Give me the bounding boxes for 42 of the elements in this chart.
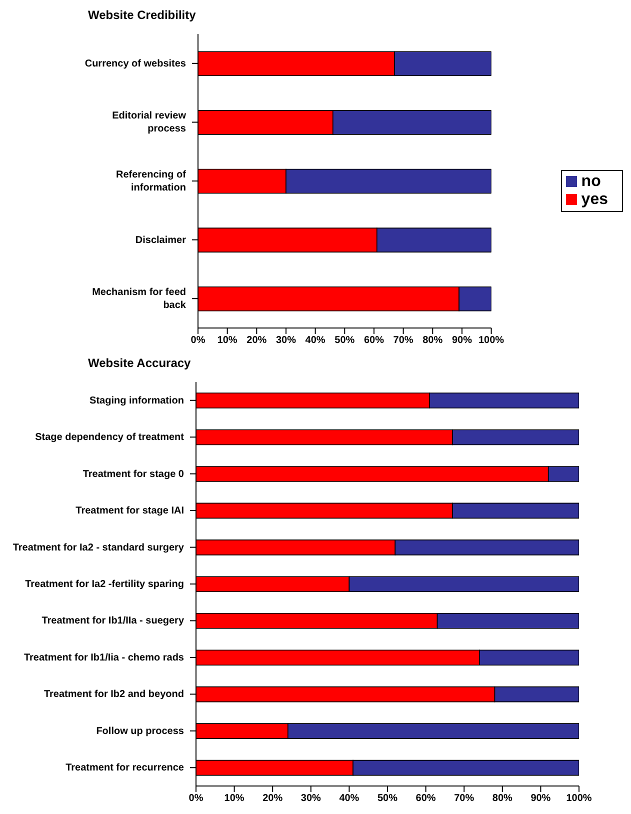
x-tick-label: 70%: [393, 335, 414, 346]
y-tick-label: Treatment for recurrence: [66, 762, 184, 774]
y-tick-label: Treatment for Ib1/Iia - chemo rads: [24, 652, 184, 663]
x-tick-label: 0%: [188, 793, 204, 804]
x-tick-label: 80%: [422, 335, 443, 346]
x-tick-label: 20%: [262, 793, 283, 804]
y-tick-label: Treatment for Ib2 and beyond: [44, 688, 184, 700]
x-tick-label: 40%: [305, 335, 326, 346]
x-tick-label: 50%: [334, 335, 355, 346]
x-tick-label: 100%: [478, 335, 504, 346]
x-tick-label: 20%: [246, 335, 267, 346]
chart-title: Website Credibility: [88, 8, 197, 24]
y-tick-label: Mechanism for feed back: [92, 286, 186, 311]
y-tick-label: Editorial review process: [112, 110, 186, 134]
x-tick-label: 80%: [492, 793, 513, 804]
x-tick-label: 90%: [530, 793, 551, 804]
x-tick-label: 60%: [416, 793, 436, 804]
x-tick-label: 70%: [454, 793, 474, 804]
x-tick-label: 40%: [339, 793, 360, 804]
y-tick-label: Treatment for stage IAI: [76, 505, 184, 516]
x-tick-label: 10%: [224, 793, 244, 804]
y-tick-label: Treatment for Ia2 -fertility sparing: [25, 578, 184, 590]
x-tick-label: 30%: [276, 335, 296, 346]
x-tick-label: 100%: [566, 793, 592, 804]
y-tick-label: Disclaimer: [135, 234, 186, 246]
y-tick-label: Follow up process: [96, 725, 184, 736]
y-tick-label: Treatment for Ib1/IIa - suegery: [42, 615, 184, 626]
x-tick-label: 50%: [377, 793, 398, 804]
chart-title: Website Accuracy: [88, 356, 192, 372]
x-tick-label: 0%: [190, 335, 206, 346]
x-tick-label: 10%: [217, 335, 238, 346]
y-tick-label: Treatment for stage 0: [82, 468, 184, 480]
y-tick-label: Stage dependency of treatment: [35, 432, 185, 443]
y-tick-label: Currency of websites: [84, 58, 186, 69]
x-tick-label: 90%: [452, 335, 472, 346]
y-tick-label: Referencing of information: [116, 169, 187, 193]
legend-label: no: [581, 173, 601, 190]
x-tick-label: 30%: [300, 793, 322, 804]
y-tick-label: Treatment for Ia2 - standard surgery: [12, 542, 184, 553]
y-tick-label: Staging information: [90, 394, 184, 406]
legend-label: yes: [581, 191, 608, 208]
x-tick-label: 60%: [364, 335, 384, 346]
